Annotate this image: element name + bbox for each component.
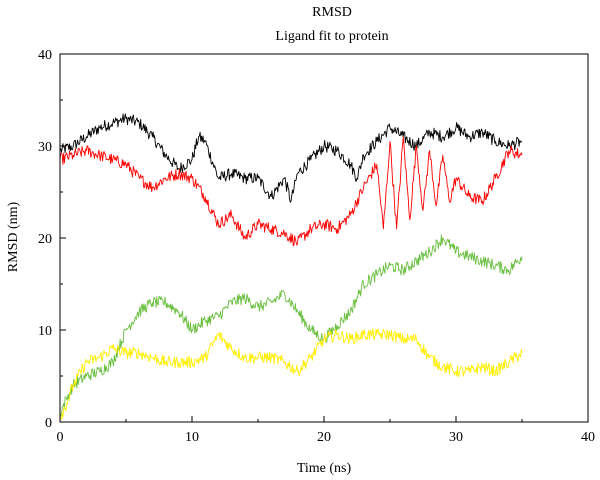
x-tick-label: 10: [185, 430, 199, 445]
series-group: [59, 113, 523, 420]
plot-frame: [59, 53, 589, 423]
x-tick-label: 0: [57, 430, 64, 445]
x-tick-label: 30: [449, 430, 463, 445]
y-tick-label: 10: [38, 324, 52, 339]
series-line-3: [59, 328, 523, 420]
chart-title: RMSD: [312, 5, 352, 20]
x-axis-label: Time (ns): [297, 461, 352, 476]
y-tick-label: 30: [38, 140, 52, 155]
axes: 0 10 20 30 40 0 10 20 30 40: [38, 48, 595, 445]
x-tick-label: 20: [317, 430, 331, 445]
series-line-2: [59, 234, 523, 417]
series-line-1: [59, 136, 523, 246]
y-tick-label: 0: [45, 416, 52, 431]
series-line-0: [59, 113, 523, 203]
x-tick-label: 40: [581, 430, 595, 445]
y-tick-label: 40: [38, 48, 52, 63]
y-axis-label: RMSD (nm): [6, 201, 21, 272]
chart-subtitle: Ligand fit to protein: [275, 29, 388, 44]
y-tick-label: 20: [38, 232, 52, 247]
